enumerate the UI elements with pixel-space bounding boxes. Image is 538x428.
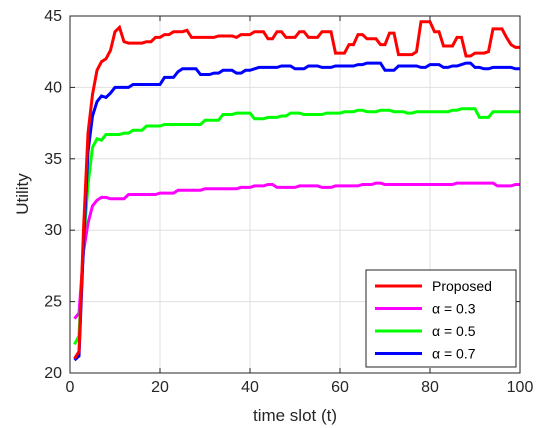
y-tick-label: 30: [44, 222, 62, 239]
y-tick-label: 20: [44, 365, 62, 382]
series-line: [73, 181, 520, 320]
x-tick-label: 80: [421, 379, 439, 396]
legend-label: Proposed: [432, 278, 492, 294]
y-tick-label: 45: [44, 8, 62, 25]
series-lines: [73, 20, 520, 362]
x-axis-title: time slot (t): [253, 406, 337, 425]
series-line: [73, 20, 520, 360]
y-tick-label: 25: [44, 294, 62, 311]
legend-label: α = 0.7: [432, 346, 476, 362]
series-line: [73, 107, 520, 346]
legend-label: α = 0.3: [432, 301, 476, 317]
x-tick-label: 100: [507, 379, 534, 396]
x-tick-label: 0: [66, 379, 75, 396]
legend: Proposed α = 0.3 α = 0.5 α = 0.7: [365, 269, 517, 368]
y-tick-label: 35: [44, 151, 62, 168]
legend-label: α = 0.5: [432, 323, 476, 339]
series-line: [73, 61, 520, 362]
x-tick-label: 60: [331, 379, 349, 396]
y-tick-label: 40: [44, 79, 62, 96]
x-tick-label: 20: [151, 379, 169, 396]
y-axis-title: Utility: [13, 173, 32, 215]
plot-frame: [69, 15, 521, 374]
x-tick-label: 40: [241, 379, 259, 396]
